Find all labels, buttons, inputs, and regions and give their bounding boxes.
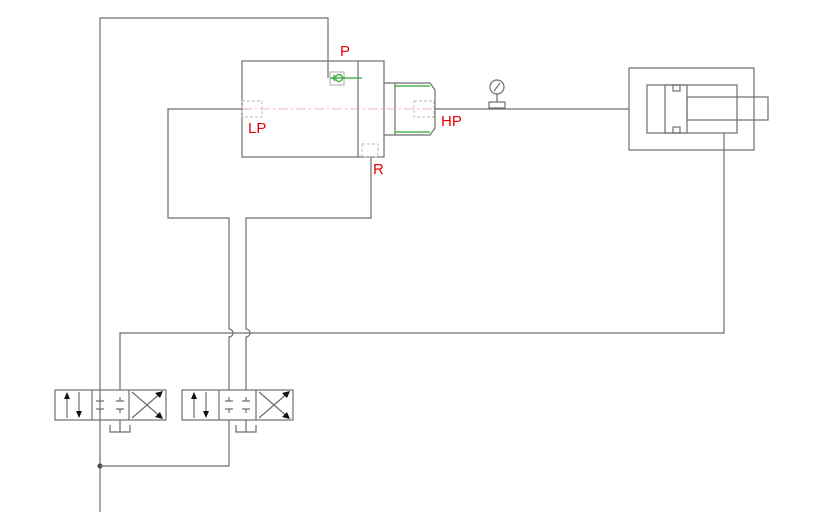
pressure-gauge-icon — [488, 79, 506, 109]
port-label-hp: HP — [441, 113, 462, 130]
cylinder-line — [119, 133, 725, 390]
lp-line — [167, 108, 242, 390]
check-valve-icon — [329, 71, 362, 86]
r-line — [245, 157, 372, 390]
pressure-intensifier — [241, 60, 436, 158]
port-label-p: P — [340, 43, 350, 60]
port-label-lp: LP — [248, 120, 266, 137]
supply-line — [99, 17, 329, 512]
hydraulic-cylinder — [628, 67, 769, 151]
directional-valve-1 — [54, 389, 167, 433]
valve2-pressure-line — [100, 420, 230, 467]
directional-valve-2 — [181, 389, 294, 433]
port-label-r: R — [373, 161, 384, 178]
